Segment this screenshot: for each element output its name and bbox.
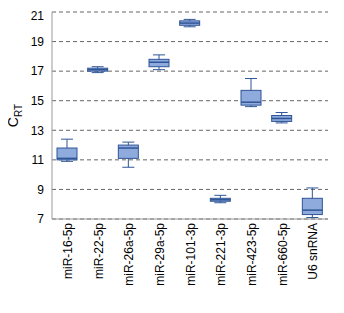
svg-text:21: 21 xyxy=(31,9,45,23)
svg-text:CRT: CRT xyxy=(8,104,24,127)
svg-text:miR-16-5p: miR-16-5p xyxy=(61,223,75,279)
svg-text:miR-26a-5p: miR-26a-5p xyxy=(122,223,136,286)
svg-text:13: 13 xyxy=(31,124,45,138)
svg-text:miR-29a-5p: miR-29a-5p xyxy=(153,223,167,286)
svg-text:miR-423-5p: miR-423-5p xyxy=(245,223,259,286)
svg-text:11: 11 xyxy=(32,153,45,167)
svg-text:miR-101-3p: miR-101-3p xyxy=(184,223,198,286)
svg-text:15: 15 xyxy=(31,94,45,108)
svg-text:miR-22-5p: miR-22-5p xyxy=(92,223,106,279)
svg-text:miR-221-3p: miR-221-3p xyxy=(214,223,228,286)
svg-text:9: 9 xyxy=(37,183,44,197)
svg-text:19: 19 xyxy=(31,35,45,49)
svg-text:U6 snRNA: U6 snRNA xyxy=(306,223,320,280)
svg-text:7: 7 xyxy=(37,212,44,226)
svg-text:miR-660-5p: miR-660-5p xyxy=(276,223,290,286)
svg-text:17: 17 xyxy=(31,64,45,78)
